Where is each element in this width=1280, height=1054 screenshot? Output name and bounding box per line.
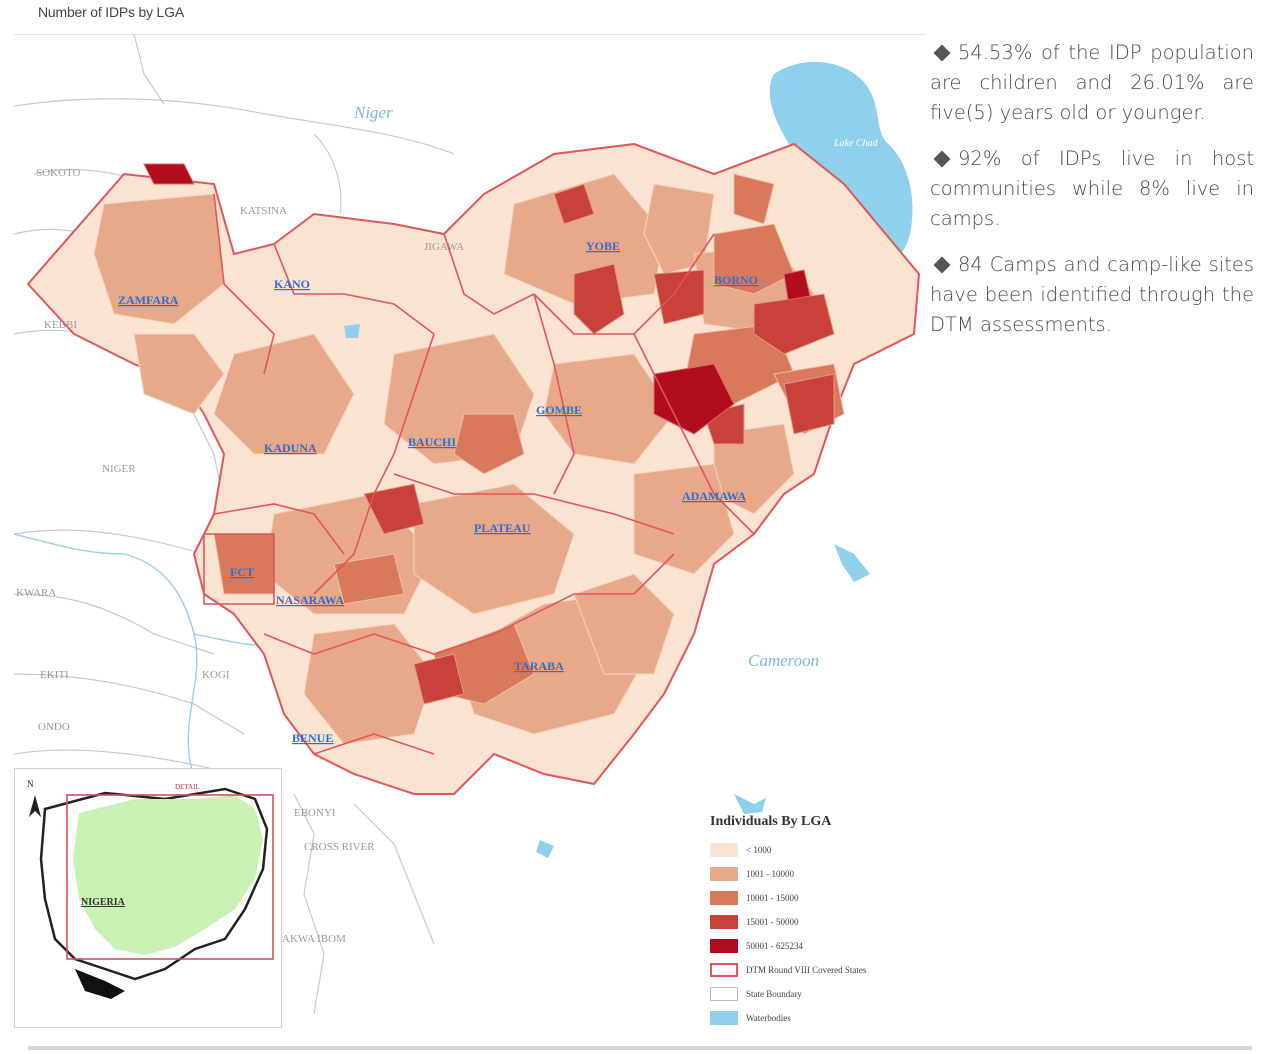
legend-items: < 1000 1001 - 10000 10001 - 15000 15001 - 5… [710,838,924,1030]
state-label-kaduna: KADUNA [264,441,317,455]
legend-label: < 1000 [746,845,772,855]
lga-class-4 [363,183,835,705]
north-arrow-icon [29,795,41,817]
state-label-taraba: TARABA [514,659,564,673]
neighbor-label-sokoto: SOKOTO [36,167,80,179]
covered-area-fill [73,795,263,955]
inset-country-label: NIGERIA [81,897,126,908]
state-label-adamawa: ADAMAWA [682,489,746,503]
state-label-nasarawa: NASARAWA [276,593,344,607]
header-divider [14,34,926,35]
neighbor-label-ondo: ONDO [38,721,70,733]
legend-item: 50001 - 625234 [710,934,924,958]
legend-label: Waterbodies [746,1013,791,1023]
neighbor-label-ebonyi: EBONYI [294,807,336,819]
facts-panel: 54.53% of the IDP population are childre… [930,38,1254,356]
legend-label: 50001 - 625234 [746,941,803,951]
lga-class-5 [143,163,811,435]
legend-item: State Boundary [710,982,924,1006]
fact-item: 84 Camps and camp-like sites have been i… [930,250,1254,340]
diamond-bullet-icon [933,256,951,273]
legend-title: Individuals By LGA [710,814,832,829]
diamond-bullet-icon [933,44,951,61]
legend-swatch [710,915,738,929]
legend-item: 1001 - 10000 [710,862,924,886]
idp-map: Lake Chad [14,34,926,1026]
neighbor-label-kogi: KOGI [202,669,230,681]
lake-label: Lake Chad [833,138,879,149]
fact-item: 92% of IDPs live in host communities whi… [930,144,1254,234]
legend-swatch [710,939,738,953]
legend-label: State Boundary [746,989,802,999]
footer-divider [28,1046,1252,1050]
north-label: N [27,779,34,789]
legend-label: 10001 - 15000 [746,893,799,903]
legend-swatch [710,1011,738,1025]
country-label-cameroon: Cameroon [748,651,819,670]
legend-label: DTM Round VIII Covered States [746,965,867,975]
state-label-zamfara: ZAMFARA [118,293,179,307]
state-label-kano: KANO [274,277,310,291]
neighbor-label-akwa-ibom: AKWA IBOM [282,933,346,945]
fact-item: 54.53% of the IDP population are childre… [930,38,1254,128]
legend-item: Waterbodies [710,1006,924,1030]
state-label-plateau: PLATEAU [474,521,531,535]
legend-swatch [710,867,738,881]
country-label-niger: Niger [353,103,393,122]
neighbor-label-niger-state: NIGER [102,463,136,475]
map-title: Number of IDPs by LGA [38,4,184,20]
legend-item: < 1000 [710,838,924,862]
neighbor-label-katsina: KATSINA [240,205,287,217]
fact-text: 54.53% of the IDP population are childre… [930,41,1254,124]
neighbor-label-jigawa: JIGAWA [424,241,464,253]
legend-swatch [710,987,738,1001]
inset-locator-map: N DETAIL NIGERIA [14,768,282,1028]
legend-item: 15001 - 50000 [710,910,924,934]
legend-item: DTM Round VIII Covered States [710,958,924,982]
legend-swatch [710,891,738,905]
state-label-yobe: YOBE [586,239,620,253]
detail-frame [66,794,274,960]
small-waterbodies [344,324,870,858]
state-label-fct: FCT [230,565,254,579]
legend-label: 1001 - 10000 [746,869,794,879]
state-label-bauchi: BAUCHI [408,435,456,449]
legend: Individuals By LGA < 1000 1001 - 10000 100… [710,814,924,1030]
legend-swatch [710,963,738,977]
state-label-benue: BENUE [292,731,333,745]
diamond-bullet-icon [933,150,951,167]
neighbor-label-kwara: KWARA [16,587,56,599]
coastal-region [75,969,125,999]
fact-text: 92% of IDPs live in host communities whi… [930,147,1254,230]
neighbor-label-cross-river: CROSS RIVER [304,841,375,853]
fact-text: 84 Camps and camp-like sites have been i… [930,253,1254,336]
inset-svg: N DETAIL NIGERIA [27,779,274,999]
state-boundaries [203,193,755,755]
state-label-gombe: GOMBE [536,403,582,417]
legend-item: 10001 - 15000 [710,886,924,910]
legend-label: 15001 - 50000 [746,917,799,927]
neighbor-label-ekiti: EKITI [40,669,69,681]
lake-chad [769,61,913,267]
legend-swatch [710,843,738,857]
neighbor-label-kebbi: KEBBI [44,319,77,331]
detail-label: DETAIL [175,783,200,791]
map-svg: Lake Chad [14,34,921,1015]
state-label-borno: BORNO [714,273,758,287]
